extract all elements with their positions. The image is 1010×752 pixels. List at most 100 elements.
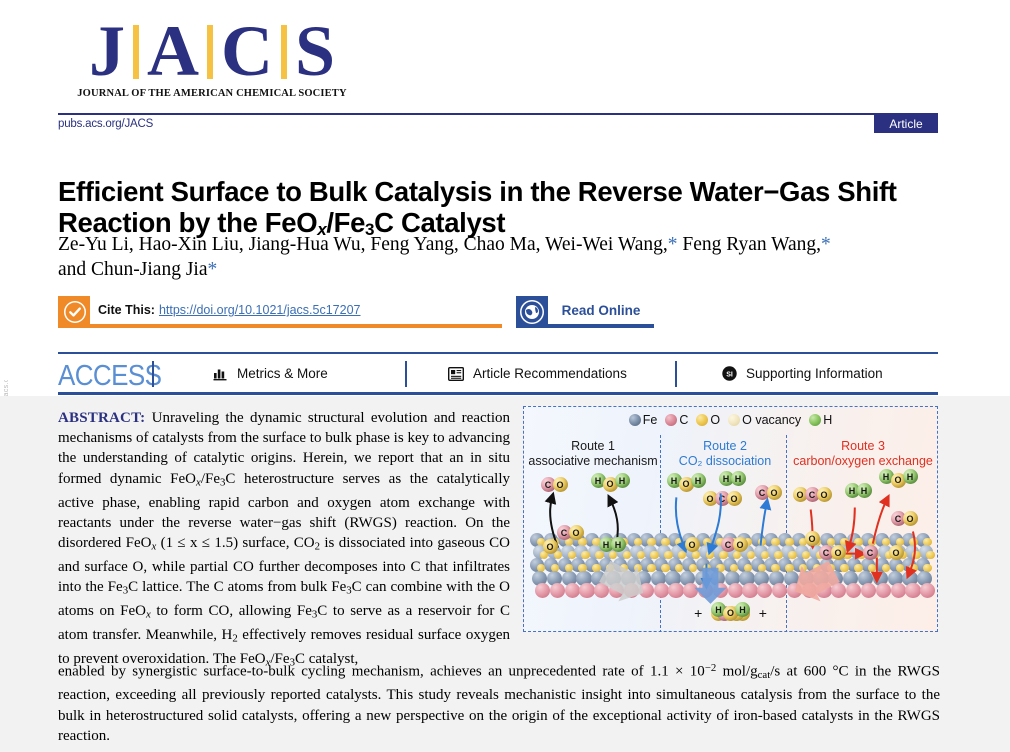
slab-atom-o [647, 538, 656, 547]
author-list: Ze-Yu Li, Hao-Xin Liu, Jiang-Hua Wu, Fen… [58, 232, 938, 282]
title-line2-b: /Fe [326, 207, 366, 239]
abstract-seg: C can combine with the O atoms on FeO [58, 579, 511, 619]
bar-chart-icon [213, 367, 228, 381]
atom-o: O [568, 525, 584, 540]
route-number: Route 2 [703, 439, 747, 453]
slab-atom-o [608, 551, 618, 560]
supporting-information-link[interactable]: SI Supporting Information [722, 366, 883, 381]
logo-letter-c: C [220, 11, 273, 91]
slab-atom-c [683, 583, 699, 599]
slab-atom-o [757, 564, 767, 573]
access-rule-top [58, 352, 938, 354]
abstract-seg: C to serve as a reservoir for C atom tra… [58, 602, 511, 643]
slab-atom-c [579, 583, 595, 599]
slab-atom-fe [843, 571, 859, 587]
atom-h: H [711, 602, 726, 617]
atom-o: O [732, 537, 748, 552]
atom-h: H [856, 483, 872, 498]
atom-h: H [614, 473, 630, 488]
slab-atom-fe [754, 571, 770, 587]
cite-this-content: Cite This: https://doi.org/10.1021/jacs.… [90, 296, 502, 324]
slab-atom-o [578, 538, 587, 547]
legend-item-o: O [696, 413, 720, 427]
slab-atom-o [799, 538, 808, 547]
slab-atom-o [840, 564, 849, 573]
access-rule-bottom [58, 392, 938, 395]
legend-label: H [823, 413, 833, 427]
atom-o: O [902, 511, 918, 526]
cite-this-label: Cite This: [98, 303, 155, 317]
abstract-heading: ABSTRACT: [58, 410, 146, 426]
slab-atom-c [860, 583, 877, 599]
atom-h: H [844, 483, 860, 498]
slab-atom-o [774, 551, 783, 560]
check-circle-icon [64, 301, 86, 323]
slab-atom-fe [546, 571, 562, 587]
atom-c: C [890, 511, 906, 526]
sphere-o-vacancy-icon [728, 414, 741, 426]
route-2-label: Route 2 CO₂ dissociation [664, 439, 786, 469]
slab-atom-c [742, 583, 758, 599]
abstract-sub: 3 [122, 584, 129, 597]
atom-c: C [754, 485, 770, 500]
slab-atom-o [550, 564, 560, 573]
slab-atom-o [564, 538, 573, 547]
access-divider [152, 361, 154, 387]
metrics-and-more-label: Metrics & More [237, 366, 328, 381]
slab-atom-o [760, 551, 770, 560]
slab-atom-c [920, 583, 936, 599]
authors-line1: Ze-Yu Li, Hao-Xin Liu, Jiang-Hua Wu, Fen… [58, 234, 668, 255]
slab-atom-o [691, 551, 701, 560]
read-online-label-box[interactable]: Read Online [548, 296, 654, 324]
sphere-h-icon [809, 414, 822, 426]
logo-letter-s: S [294, 11, 336, 91]
slab-atom-o [840, 538, 849, 547]
legend-item-fe: Fe [628, 413, 657, 427]
slab-atom-o [633, 538, 642, 547]
slab-atom-o [647, 564, 656, 573]
equation-plus: + [694, 605, 703, 621]
slab-atom-c [564, 583, 580, 599]
route-number: Route 3 [841, 439, 885, 453]
route-name: carbon/oxygen exchange [793, 454, 933, 468]
abstract-seg: effectively removes residual surface oxy… [58, 626, 511, 667]
atom-h: H [735, 602, 750, 617]
doi-link[interactable]: https://doi.org/10.1021/jacs.5c17207 [158, 303, 361, 317]
article-type-badge: Article [874, 114, 938, 133]
toc-graphic: Fe C O O vacancy H Route 1 associative m… [523, 406, 938, 632]
route-name: CO₂ dissociation [678, 454, 772, 468]
abstract-sub: x [196, 476, 201, 489]
title-line1-b: Gas Shift [779, 176, 897, 208]
pubs-url-link[interactable]: pubs.acs.org/JACS [58, 118, 154, 130]
slab-atom-c [816, 583, 832, 599]
slab-atom-o [592, 538, 601, 547]
slab-atom-o [540, 551, 549, 560]
abstract-sub: 2 [314, 540, 321, 553]
article-recommendations-label: Article Recommendations [473, 366, 627, 381]
slab-atom-o [719, 551, 728, 560]
abstract-sub: 3 [219, 476, 226, 489]
metrics-and-more-link[interactable]: Metrics & More [213, 366, 328, 381]
atom-o: O [542, 539, 558, 554]
slab-atom-o [661, 538, 670, 547]
atom-c: C [862, 545, 878, 560]
legend-label: O [710, 413, 721, 427]
slab-atom-o [854, 564, 863, 573]
article-recommendations-link[interactable]: Article Recommendations [448, 366, 627, 381]
slab-atom-o [688, 564, 698, 573]
slab-atom-c [668, 583, 684, 599]
slab-atom-fe [665, 571, 681, 587]
toc-overall-equation: OCO + HH ⟶ CO + HOH [524, 602, 937, 624]
atom-h: H [610, 537, 626, 552]
slab-atom-fe [561, 571, 577, 587]
legend-label: C [679, 413, 689, 427]
slab-atom-o [895, 538, 904, 547]
slab-atom-c [890, 583, 906, 599]
